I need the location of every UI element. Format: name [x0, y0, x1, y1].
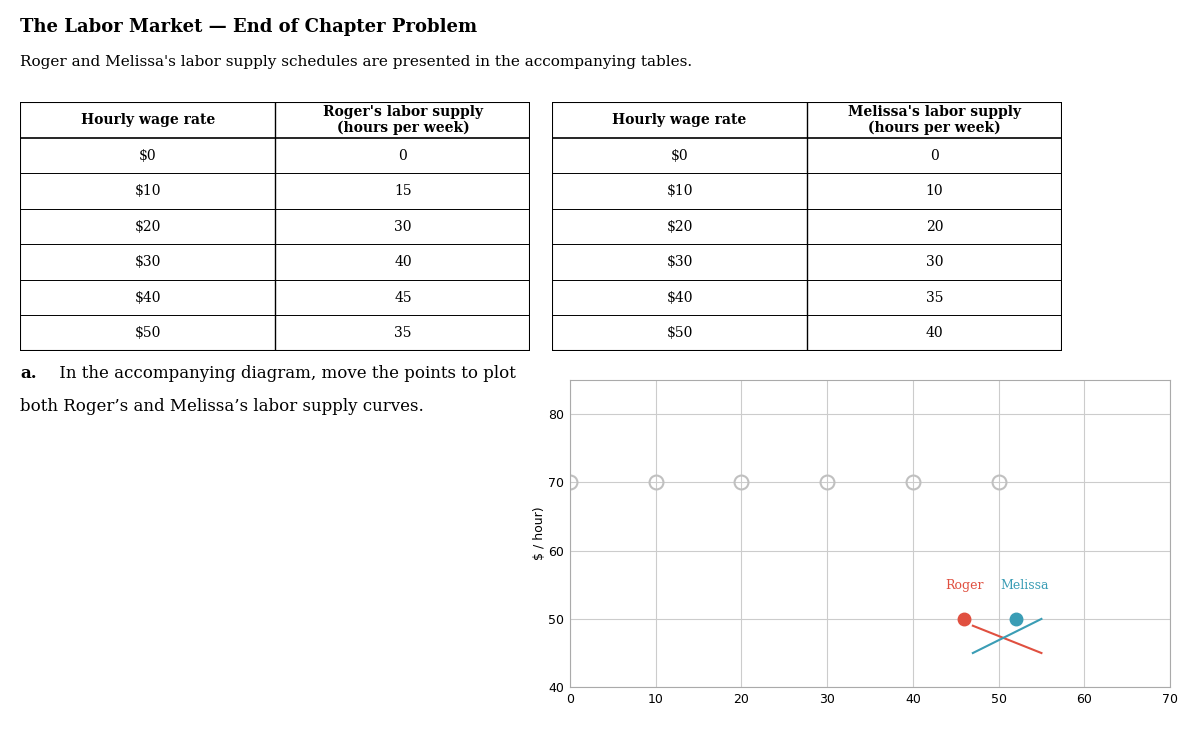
- Text: 45: 45: [394, 291, 412, 305]
- Text: 30: 30: [394, 219, 412, 234]
- Text: 40: 40: [925, 326, 943, 340]
- Text: $40: $40: [134, 291, 161, 305]
- Y-axis label: $ / hour): $ / hour): [533, 507, 546, 561]
- Text: $20: $20: [134, 219, 161, 234]
- Text: Roger's labor supply
(hours per week): Roger's labor supply (hours per week): [323, 105, 482, 135]
- Text: 30: 30: [925, 255, 943, 269]
- Text: 20: 20: [925, 219, 943, 234]
- Text: Roger: Roger: [946, 579, 984, 591]
- Text: a.: a.: [20, 366, 37, 382]
- Text: 0: 0: [930, 148, 938, 162]
- Text: $30: $30: [134, 255, 161, 269]
- Text: 10: 10: [925, 184, 943, 198]
- Text: both Roger’s and Melissa’s labor supply curves.: both Roger’s and Melissa’s labor supply …: [20, 398, 424, 415]
- Text: $0: $0: [139, 148, 157, 162]
- Text: $40: $40: [666, 291, 692, 305]
- Text: 35: 35: [925, 291, 943, 305]
- Text: $30: $30: [666, 255, 692, 269]
- Text: Melissa's labor supply
(hours per week): Melissa's labor supply (hours per week): [848, 105, 1021, 135]
- Text: 35: 35: [394, 326, 412, 340]
- Text: 15: 15: [394, 184, 412, 198]
- Text: The Labor Market — End of Chapter Problem: The Labor Market — End of Chapter Proble…: [20, 18, 478, 37]
- Text: Hourly wage rate: Hourly wage rate: [80, 113, 215, 127]
- Text: 40: 40: [394, 255, 412, 269]
- Text: $10: $10: [666, 184, 692, 198]
- Text: $10: $10: [134, 184, 161, 198]
- Text: $50: $50: [666, 326, 692, 340]
- Text: $20: $20: [666, 219, 692, 234]
- Text: Melissa: Melissa: [1000, 579, 1049, 591]
- Text: $0: $0: [671, 148, 689, 162]
- Text: 0: 0: [398, 148, 407, 162]
- Text: $50: $50: [134, 326, 161, 340]
- Text: Roger and Melissa's labor supply schedules are presented in the accompanying tab: Roger and Melissa's labor supply schedul…: [20, 55, 692, 69]
- Text: In the accompanying diagram, move the points to plot: In the accompanying diagram, move the po…: [54, 366, 516, 382]
- Text: Hourly wage rate: Hourly wage rate: [612, 113, 746, 127]
